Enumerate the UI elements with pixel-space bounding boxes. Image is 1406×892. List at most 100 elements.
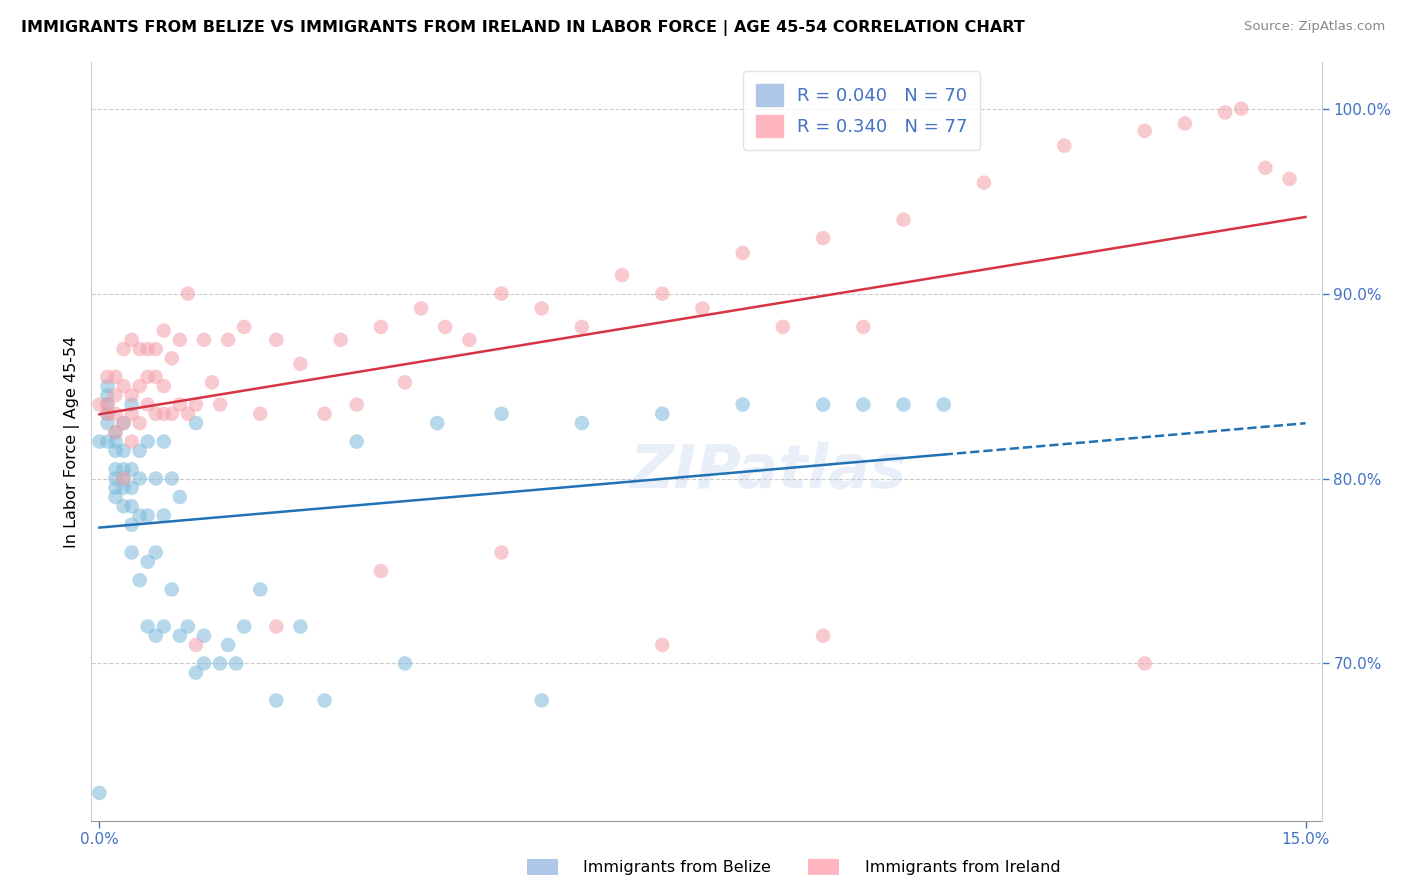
Point <box>128 342 150 356</box>
Point <box>89 398 111 412</box>
Point <box>201 376 224 390</box>
Point <box>1133 657 1156 671</box>
Point <box>1278 172 1301 186</box>
Point <box>233 619 256 633</box>
Point <box>209 398 232 412</box>
Point <box>571 416 593 430</box>
Point <box>893 398 915 412</box>
Point <box>434 319 457 334</box>
Point <box>128 508 150 523</box>
Point <box>193 333 215 347</box>
Point <box>89 786 111 800</box>
Point <box>96 416 118 430</box>
Point <box>852 319 875 334</box>
Point <box>852 398 875 412</box>
Point <box>152 379 174 393</box>
Point <box>651 286 673 301</box>
Point <box>121 333 143 347</box>
Point <box>225 657 247 671</box>
Point <box>772 319 794 334</box>
Point <box>104 481 127 495</box>
Point <box>409 301 432 316</box>
Point <box>104 471 127 485</box>
Point <box>152 324 174 338</box>
Point <box>610 268 633 282</box>
Point <box>112 379 135 393</box>
Point <box>329 333 352 347</box>
Point <box>121 462 143 476</box>
Point <box>249 407 271 421</box>
Point <box>932 398 955 412</box>
Point <box>426 416 449 430</box>
Point <box>96 434 118 449</box>
Point <box>128 573 150 587</box>
Point <box>96 398 118 412</box>
Point <box>152 434 174 449</box>
Point <box>121 545 143 559</box>
Point <box>1230 102 1253 116</box>
Point <box>160 351 183 366</box>
Point <box>145 407 167 421</box>
Point <box>104 443 127 458</box>
Point <box>145 369 167 384</box>
Point <box>128 443 150 458</box>
Point <box>104 425 127 440</box>
Point <box>370 319 392 334</box>
Point <box>731 246 754 260</box>
Point <box>104 490 127 504</box>
Point <box>136 508 159 523</box>
Point <box>136 434 159 449</box>
Point <box>217 638 239 652</box>
Point <box>136 369 159 384</box>
Point <box>112 462 135 476</box>
Point <box>121 434 143 449</box>
Text: Source: ZipAtlas.com: Source: ZipAtlas.com <box>1244 20 1385 33</box>
Y-axis label: In Labor Force | Age 45-54: In Labor Force | Age 45-54 <box>65 335 80 548</box>
Point <box>177 619 200 633</box>
Point <box>290 357 312 371</box>
Point <box>169 333 191 347</box>
Point <box>314 693 336 707</box>
Point <box>112 481 135 495</box>
Point <box>571 319 593 334</box>
Point <box>1053 138 1076 153</box>
Point <box>121 407 143 421</box>
Text: IMMIGRANTS FROM BELIZE VS IMMIGRANTS FROM IRELAND IN LABOR FORCE | AGE 45-54 COR: IMMIGRANTS FROM BELIZE VS IMMIGRANTS FRO… <box>21 20 1025 36</box>
Point <box>249 582 271 597</box>
Point <box>96 388 118 402</box>
Point <box>394 657 416 671</box>
Point <box>96 398 118 412</box>
Point <box>145 629 167 643</box>
Point <box>184 416 207 430</box>
Text: ZIPatlas: ZIPatlas <box>630 442 907 501</box>
Point <box>811 629 834 643</box>
Point <box>314 407 336 421</box>
Point <box>104 407 127 421</box>
Point <box>209 657 232 671</box>
Point <box>893 212 915 227</box>
Point <box>128 416 150 430</box>
Point <box>96 379 118 393</box>
Point <box>731 398 754 412</box>
Legend: R = 0.040   N = 70, R = 0.340   N = 77: R = 0.040 N = 70, R = 0.340 N = 77 <box>744 71 980 150</box>
Point <box>651 407 673 421</box>
Point <box>136 619 159 633</box>
Point <box>121 388 143 402</box>
Point <box>169 490 191 504</box>
Point <box>104 462 127 476</box>
Point <box>112 471 135 485</box>
Point <box>104 388 127 402</box>
Point <box>136 342 159 356</box>
Point <box>96 407 118 421</box>
Point <box>1254 161 1277 175</box>
Point <box>491 407 513 421</box>
Point <box>651 638 673 652</box>
Point <box>145 545 167 559</box>
Point <box>96 369 118 384</box>
Point <box>811 398 834 412</box>
Point <box>152 407 174 421</box>
Point <box>169 629 191 643</box>
Point <box>121 398 143 412</box>
Text: Immigrants from Belize: Immigrants from Belize <box>583 860 772 874</box>
Point <box>145 471 167 485</box>
